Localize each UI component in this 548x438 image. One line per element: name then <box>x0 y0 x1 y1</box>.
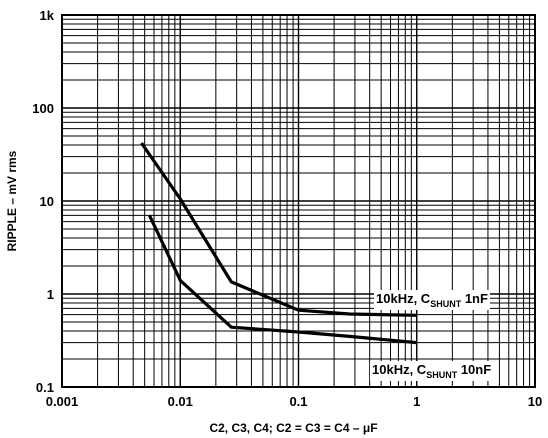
x-axis-label: C2, C3, C4; C2 = C3 = C4 – μF <box>209 421 377 435</box>
x-tick-label: 10 <box>528 394 542 409</box>
x-tick-label: 0.01 <box>168 394 193 409</box>
series-labels: 10kHz, CSHUNT 1nF 10kHz, CSHUNT 10nF <box>370 290 494 381</box>
series-label-1: 10kHz, CSHUNT 1nF <box>376 291 488 309</box>
series-group <box>140 142 417 345</box>
plot-frame <box>61 14 536 388</box>
tick-labels: 0.001 0.01 0.1 1 10 0.1 1 10 100 1k <box>32 8 542 409</box>
x-tick-label: 0.1 <box>289 394 307 409</box>
chart-grid <box>61 15 535 388</box>
y-axis-label: RIPPLE – mV rms <box>5 150 19 251</box>
series-label-2: 10kHz, CSHUNT 10nF <box>372 362 491 380</box>
y-tick-label: 10 <box>40 194 54 209</box>
y-tick-label: 1k <box>40 8 55 23</box>
series-label-bg <box>370 361 494 381</box>
y-tick-label: 1 <box>47 287 54 302</box>
x-tick-label: 1 <box>413 394 420 409</box>
series-label-bg <box>374 290 490 310</box>
x-tick-label: 0.001 <box>46 394 79 409</box>
series-line-1 <box>140 142 417 317</box>
y-tick-label: 0.1 <box>36 380 54 395</box>
y-tick-label: 100 <box>32 101 54 116</box>
series-line-2 <box>148 214 417 345</box>
